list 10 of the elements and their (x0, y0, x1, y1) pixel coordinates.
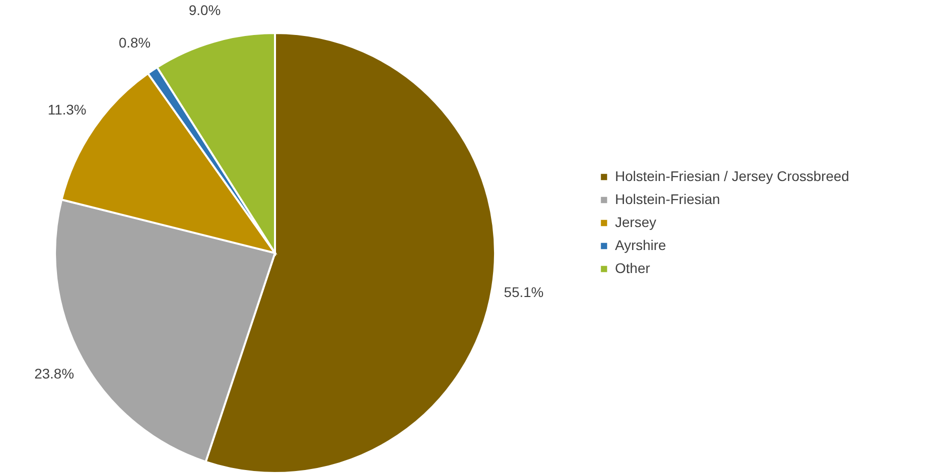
data-label: 55.1% (504, 284, 544, 300)
data-label: 9.0% (188, 2, 221, 18)
legend-label: Holstein-Friesian / Jersey Crossbreed (615, 168, 850, 184)
legend-label: Ayrshire (615, 237, 666, 253)
data-label: 0.8% (118, 34, 151, 51)
legend-label: Holstein-Friesian (615, 191, 720, 207)
legend-label: Other (615, 260, 650, 276)
data-label: 11.3% (48, 102, 86, 118)
data-label: 23.8% (34, 365, 74, 382)
legend-label: Jersey (615, 214, 656, 230)
